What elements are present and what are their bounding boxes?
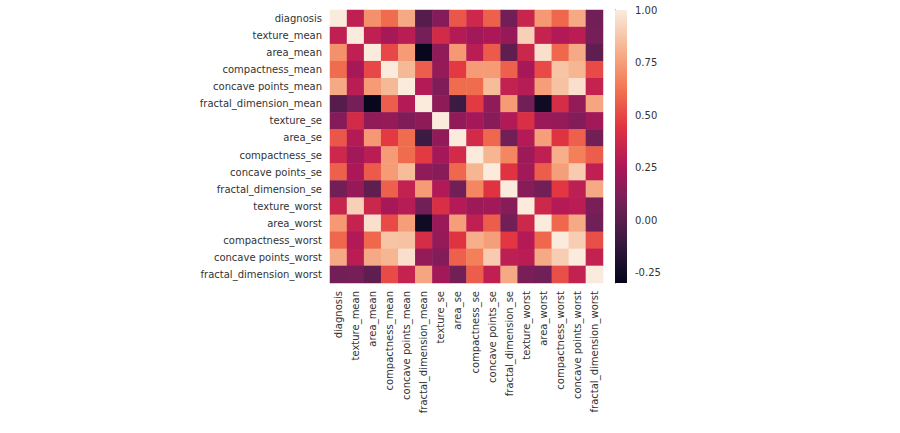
svg-text:-0.25: -0.25: [635, 267, 661, 278]
svg-text:fractal_dimension_se: fractal_dimension_se: [504, 291, 516, 396]
svg-text:compactness_worst: compactness_worst: [223, 235, 322, 247]
svg-text:area_worst: area_worst: [538, 291, 550, 346]
svg-text:concave points_mean: concave points_mean: [401, 291, 413, 400]
svg-text:concave points_se: concave points_se: [230, 167, 322, 179]
svg-text:concave points_mean: concave points_mean: [213, 81, 322, 93]
svg-text:compactness_worst: compactness_worst: [555, 291, 567, 390]
svg-text:fractal_dimension_worst: fractal_dimension_worst: [589, 291, 601, 413]
svg-text:0.00: 0.00: [635, 215, 657, 226]
svg-text:compactness_se: compactness_se: [470, 291, 482, 374]
svg-text:texture_se: texture_se: [270, 115, 322, 127]
svg-text:fractal_dimension_mean: fractal_dimension_mean: [418, 291, 430, 413]
svg-text:concave points_worst: concave points_worst: [572, 291, 584, 399]
svg-text:fractal_dimension_se: fractal_dimension_se: [217, 184, 322, 196]
svg-text:0.50: 0.50: [635, 110, 657, 121]
svg-text:1.00: 1.00: [635, 5, 657, 16]
svg-text:fractal_dimension_worst: fractal_dimension_worst: [201, 269, 323, 281]
svg-text:compactness_mean: compactness_mean: [222, 64, 322, 76]
svg-text:compactness_mean: compactness_mean: [384, 291, 396, 391]
svg-text:texture_se: texture_se: [435, 291, 447, 343]
svg-text:texture_worst: texture_worst: [253, 201, 322, 213]
svg-text:compactness_se: compactness_se: [239, 150, 322, 162]
svg-text:texture_worst: texture_worst: [521, 291, 533, 360]
svg-text:area_se: area_se: [283, 132, 322, 144]
svg-text:diagnosis: diagnosis: [275, 13, 322, 24]
svg-text:area_worst: area_worst: [267, 218, 322, 230]
svg-text:0.75: 0.75: [635, 57, 657, 68]
svg-text:diagnosis: diagnosis: [333, 291, 344, 338]
svg-text:0.25: 0.25: [635, 162, 657, 173]
svg-text:concave points_worst: concave points_worst: [214, 252, 322, 264]
svg-text:texture_mean: texture_mean: [253, 30, 322, 42]
svg-text:texture_mean: texture_mean: [350, 291, 362, 360]
svg-text:area_mean: area_mean: [266, 47, 322, 59]
svg-text:area_mean: area_mean: [367, 291, 379, 347]
svg-text:concave points_se: concave points_se: [487, 291, 499, 383]
svg-text:fractal_dimension_mean: fractal_dimension_mean: [200, 98, 322, 110]
svg-text:area_se: area_se: [452, 291, 464, 330]
